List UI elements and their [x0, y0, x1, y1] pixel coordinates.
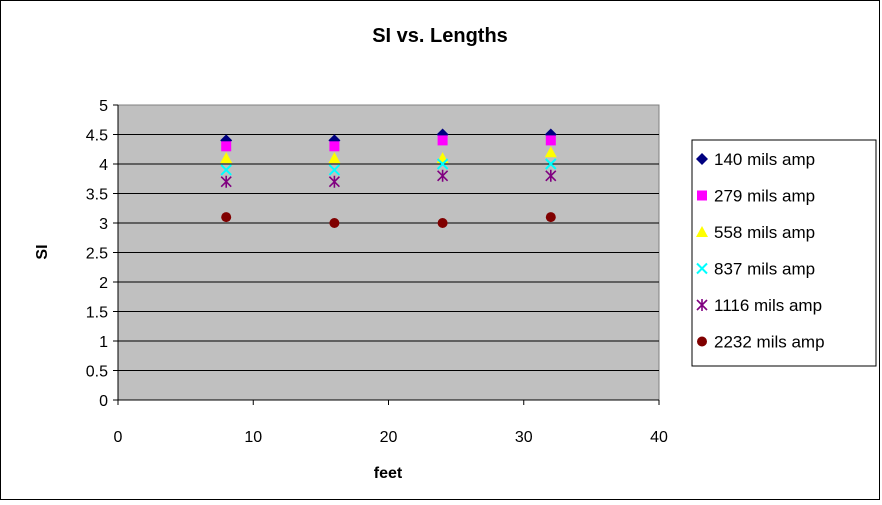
data-point	[544, 146, 557, 158]
data-point	[437, 169, 449, 182]
legend-item: 837 mils amp	[696, 260, 815, 279]
data-point	[545, 212, 556, 223]
x-tick-label: 20	[380, 429, 398, 446]
y-tick-label: 1.5	[86, 305, 108, 322]
y-tick-label: 1	[99, 334, 108, 351]
x-tick-label: 10	[244, 429, 262, 446]
legend-label: 558 mils amp	[714, 223, 815, 242]
legend-item: 2232 mils amp	[697, 333, 825, 352]
data-point	[221, 141, 232, 152]
x-tick-label: 40	[650, 429, 668, 446]
data-point	[329, 141, 340, 152]
y-tick-label: 3.5	[86, 187, 108, 204]
y-tick-label: 2	[99, 275, 108, 292]
data-point	[328, 175, 340, 188]
data-point	[545, 158, 557, 170]
data-point	[328, 152, 341, 164]
grid-lines	[118, 134, 659, 371]
x-tick-label: 0	[114, 429, 123, 446]
data-point	[437, 135, 448, 146]
legend-label: 2232 mils amp	[714, 333, 825, 352]
y-tick-label: 0.5	[86, 364, 108, 381]
data-markers	[220, 128, 557, 228]
data-point	[436, 158, 449, 170]
series-4	[220, 158, 557, 176]
data-point	[545, 135, 556, 146]
y-tick-label: 2.5	[86, 246, 108, 263]
data-point	[328, 164, 341, 176]
legend-marker	[697, 190, 707, 201]
data-point	[437, 218, 448, 228]
y-tick-label: 3	[99, 216, 108, 233]
chart-title: SI vs. Lengths	[372, 25, 508, 47]
legend: 140 mils amp 279 mils amp 558 mils amp 837 …	[696, 150, 825, 352]
legend-marker	[696, 153, 708, 165]
legend-label: 1116 mils amp	[714, 296, 822, 315]
x-axis-ticks: 0 10 20 30 40	[114, 399, 668, 446]
legend-label: 279 mils amp	[714, 187, 815, 206]
x-axis-label: feet	[374, 465, 403, 482]
legend-label: 837 mils amp	[714, 260, 815, 279]
legend-item: 140 mils amp	[696, 150, 815, 169]
legend-label: 140 mils amp	[714, 150, 815, 169]
data-point	[329, 218, 340, 228]
y-axis-label: SI	[34, 244, 51, 259]
legend-item: 279 mils amp	[697, 187, 815, 206]
legend-box	[691, 139, 877, 367]
data-point	[220, 152, 233, 164]
legend-marker	[696, 226, 708, 237]
series-5	[220, 169, 557, 188]
x-tick-label: 30	[515, 429, 533, 446]
y-tick-label: 5	[99, 98, 108, 115]
data-point	[545, 169, 557, 182]
data-point	[220, 175, 232, 188]
series-2	[221, 135, 556, 152]
y-tick-label: 0	[99, 393, 108, 410]
legend-item: 558 mils amp	[696, 223, 815, 242]
y-tick-label: 4	[99, 157, 108, 174]
y-tick-label: 4.5	[86, 128, 108, 145]
data-point	[220, 164, 232, 176]
y-axis-ticks: 0 0.5 1 1.5 2 2.5 3 3.5 4 4.5 5	[86, 98, 119, 410]
series-6	[221, 212, 556, 228]
legend-item: 1116 mils amp	[696, 296, 822, 315]
legend-marker	[697, 336, 707, 347]
data-point	[221, 212, 232, 223]
legend-marker	[696, 299, 708, 311]
legend-marker	[696, 262, 708, 275]
